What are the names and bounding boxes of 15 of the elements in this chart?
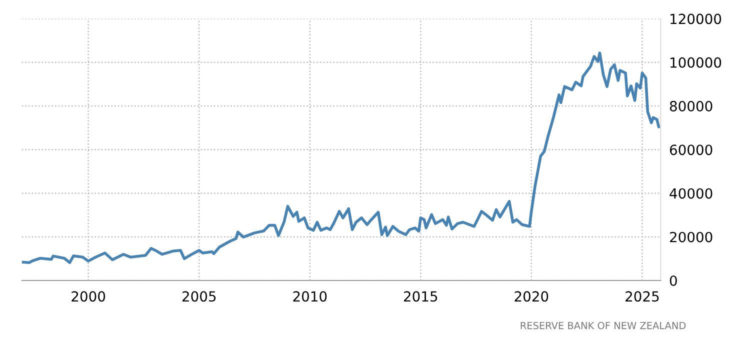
y-tick-label: 0 (670, 275, 677, 286)
y-tick-label: 120000 (670, 14, 722, 24)
x-tick-label: 2025 (626, 291, 659, 302)
y-tick-label: 100000 (670, 57, 722, 68)
y-tick-label: 60000 (670, 144, 712, 156)
line-series (22, 52, 660, 264)
y-tick-label: 80000 (670, 100, 712, 112)
x-tick-label: 2000 (72, 291, 106, 302)
x-tick-label: 2010 (293, 291, 327, 302)
y-tick-label: 40000 (670, 188, 712, 199)
x-tick-label: 2015 (404, 291, 438, 302)
x-tick-label: 2005 (182, 291, 216, 302)
y-tick-label: 20000 (670, 232, 712, 242)
x-tick-label: 2020 (514, 291, 548, 302)
text: RESERVE BANK OF NEW ZEALAND (520, 322, 686, 330)
